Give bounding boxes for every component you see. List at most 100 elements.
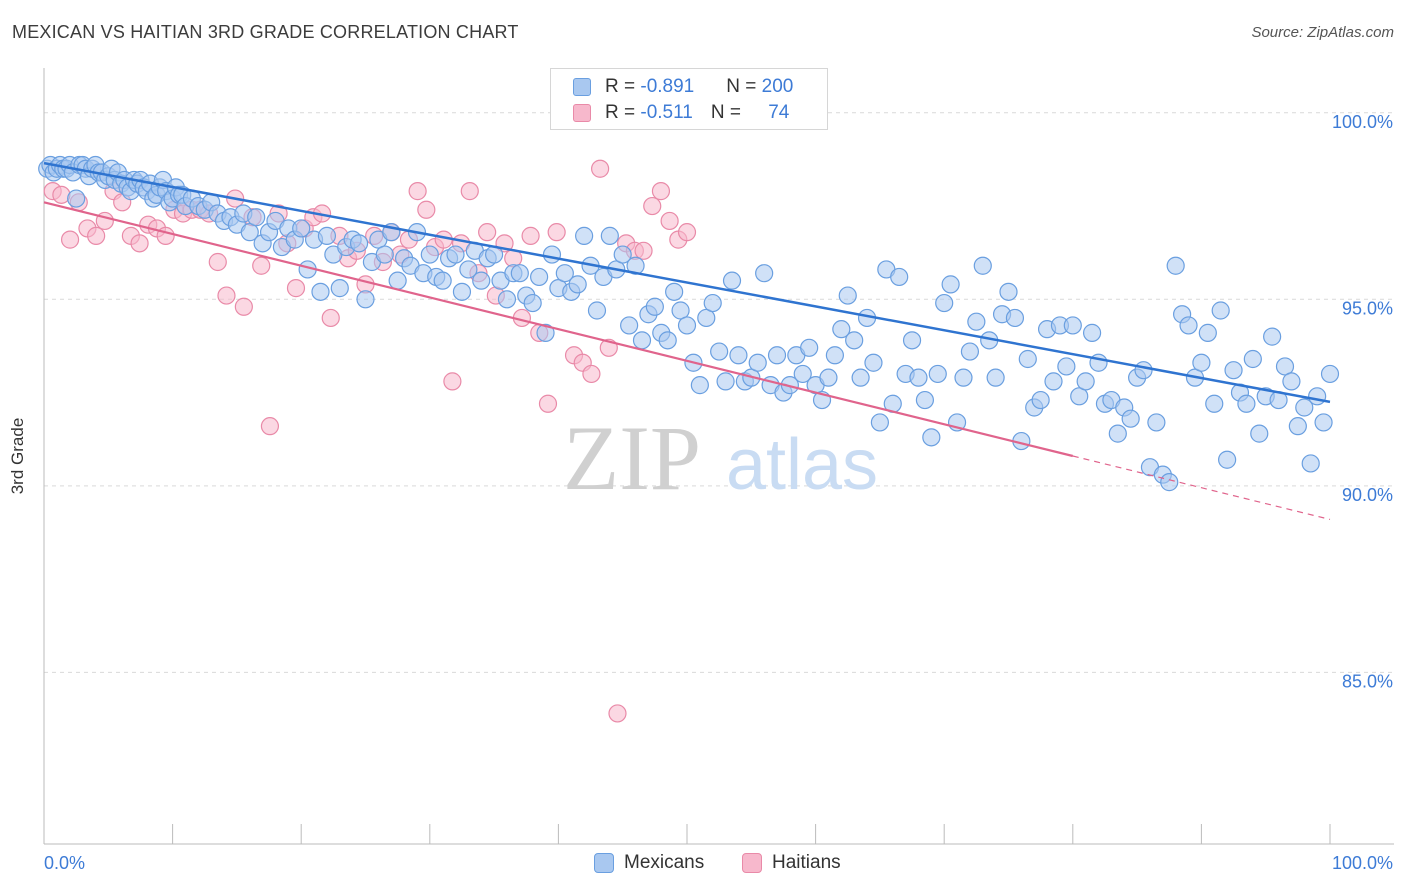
data-point bbox=[651, 182, 671, 201]
r-value: -0.891 bbox=[640, 76, 695, 97]
data-point bbox=[729, 346, 748, 365]
data-point bbox=[645, 297, 664, 316]
data-point bbox=[1282, 372, 1301, 391]
data-point bbox=[819, 368, 838, 387]
data-point bbox=[547, 223, 566, 242]
data-point bbox=[986, 368, 1005, 387]
data-point bbox=[523, 293, 542, 313]
data-point bbox=[722, 271, 742, 290]
data-point bbox=[1063, 316, 1082, 335]
data-point bbox=[130, 234, 149, 253]
data-point bbox=[845, 331, 864, 350]
data-point bbox=[608, 704, 627, 723]
data-point bbox=[864, 353, 883, 372]
data-point bbox=[472, 271, 491, 290]
y-tick-label: 100.0% bbox=[1332, 112, 1393, 132]
data-point bbox=[1314, 413, 1333, 432]
data-point bbox=[1057, 357, 1076, 376]
data-point bbox=[620, 316, 639, 335]
stats-legend: R = -0.891 N = 200 R = -0.511 N = 74 bbox=[550, 68, 828, 130]
legend-label-haitians: Haitians bbox=[772, 852, 841, 873]
data-point bbox=[1121, 409, 1140, 428]
legend-item-mexicans[interactable]: Mexicans bbox=[594, 852, 704, 874]
data-point bbox=[748, 353, 767, 372]
data-point bbox=[536, 323, 555, 342]
data-point bbox=[459, 260, 478, 279]
data-point bbox=[838, 286, 857, 305]
data-point bbox=[311, 282, 330, 301]
data-point bbox=[1211, 301, 1230, 320]
data-point bbox=[420, 245, 439, 264]
data-point bbox=[703, 293, 722, 313]
data-point bbox=[677, 316, 697, 335]
data-point bbox=[60, 230, 80, 249]
x-tick-label-min: 0.0% bbox=[44, 853, 85, 873]
data-point bbox=[349, 234, 369, 253]
data-point bbox=[317, 226, 337, 245]
legend-row-haitians: R = -0.511 N = 74 bbox=[573, 101, 789, 125]
x-tick-label-max: 100.0% bbox=[1332, 853, 1393, 873]
r-value: -0.511 bbox=[640, 102, 693, 123]
data-point bbox=[1295, 398, 1314, 417]
data-point bbox=[587, 301, 607, 320]
data-point bbox=[793, 364, 812, 384]
watermark-atlas: atlas bbox=[726, 425, 878, 505]
data-point bbox=[247, 208, 266, 227]
data-point bbox=[954, 368, 973, 387]
data-point bbox=[1198, 323, 1217, 342]
data-point bbox=[890, 267, 909, 287]
data-point bbox=[460, 182, 479, 201]
mexicans-legend-swatch bbox=[594, 853, 614, 873]
trend-line-haitians bbox=[43, 201, 1074, 458]
data-point bbox=[922, 428, 941, 447]
data-point bbox=[433, 271, 452, 290]
data-point bbox=[1320, 364, 1340, 384]
data-point bbox=[660, 211, 679, 231]
data-point bbox=[767, 346, 787, 365]
data-point bbox=[909, 368, 928, 387]
data-point bbox=[443, 372, 462, 391]
data-point bbox=[542, 245, 562, 264]
y-tick-label: 85.0% bbox=[1342, 671, 1393, 691]
r-label: R = bbox=[605, 102, 641, 123]
chart-title: MEXICAN VS HAITIAN 3RD GRADE CORRELATION… bbox=[12, 22, 519, 42]
data-point bbox=[1044, 372, 1063, 391]
data-point bbox=[710, 342, 729, 361]
data-point bbox=[1263, 327, 1282, 346]
data-point bbox=[1218, 450, 1237, 469]
data-point bbox=[1108, 424, 1127, 443]
data-point bbox=[1076, 372, 1095, 391]
data-point bbox=[902, 331, 922, 350]
data-point bbox=[538, 394, 558, 413]
data-point bbox=[388, 271, 407, 290]
data-point bbox=[690, 376, 709, 395]
data-point bbox=[967, 312, 986, 331]
data-point bbox=[632, 331, 652, 350]
data-point bbox=[87, 226, 106, 245]
data-point bbox=[755, 264, 774, 283]
data-point bbox=[1082, 323, 1102, 342]
data-point bbox=[260, 417, 280, 436]
data-point bbox=[375, 245, 394, 264]
data-point bbox=[510, 264, 529, 283]
data-point bbox=[935, 293, 954, 313]
data-point bbox=[521, 226, 540, 245]
data-point bbox=[658, 331, 677, 350]
data-point bbox=[446, 245, 465, 264]
data-point bbox=[1205, 394, 1224, 413]
data-point bbox=[716, 372, 735, 391]
data-point bbox=[634, 241, 653, 260]
data-point bbox=[1031, 390, 1050, 410]
legend-item-haitians[interactable]: Haitians bbox=[742, 852, 841, 874]
n-value: 74 bbox=[768, 102, 790, 123]
trend-line-mexicans bbox=[43, 161, 1331, 404]
legend-label-mexicans: Mexicans bbox=[624, 852, 705, 873]
data-point bbox=[452, 282, 472, 301]
haitians-legend-swatch bbox=[742, 853, 762, 873]
data-point bbox=[1005, 308, 1025, 328]
r-label: R = bbox=[605, 76, 641, 97]
y-axis-label: 3rd Grade bbox=[8, 417, 27, 495]
data-point bbox=[356, 290, 375, 309]
data-point bbox=[825, 346, 844, 365]
